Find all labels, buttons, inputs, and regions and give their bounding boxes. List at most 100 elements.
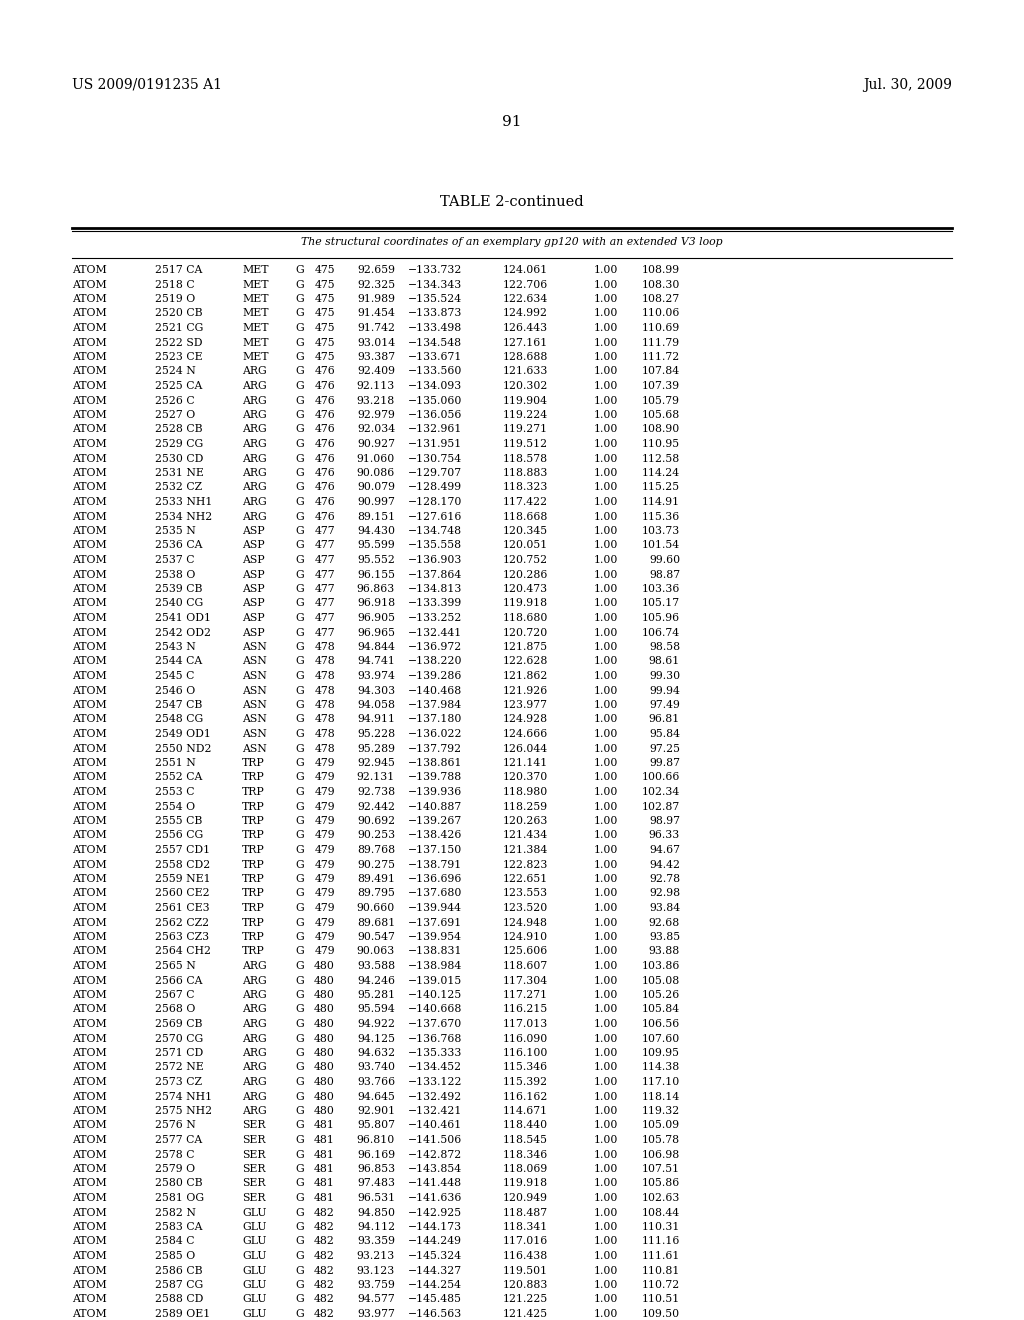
Text: ATOM: ATOM <box>72 338 106 347</box>
Text: 92.409: 92.409 <box>357 367 395 376</box>
Text: 117.422: 117.422 <box>503 498 548 507</box>
Text: 2552 CA: 2552 CA <box>155 772 203 783</box>
Text: TRP: TRP <box>242 830 265 841</box>
Text: 96.965: 96.965 <box>357 627 395 638</box>
Text: 1.00: 1.00 <box>594 425 618 434</box>
Text: GLU: GLU <box>242 1208 266 1217</box>
Text: 106.56: 106.56 <box>642 1019 680 1030</box>
Text: 102.87: 102.87 <box>642 801 680 812</box>
Text: US 2009/0191235 A1: US 2009/0191235 A1 <box>72 78 222 92</box>
Text: 118.259: 118.259 <box>503 801 548 812</box>
Text: −134.452: −134.452 <box>408 1063 462 1072</box>
Text: ASN: ASN <box>242 729 266 739</box>
Text: −139.954: −139.954 <box>408 932 462 942</box>
Text: SER: SER <box>242 1150 265 1159</box>
Text: TRP: TRP <box>242 946 265 957</box>
Text: 1.00: 1.00 <box>594 554 618 565</box>
Text: ATOM: ATOM <box>72 1150 106 1159</box>
Text: 124.666: 124.666 <box>503 729 548 739</box>
Text: 477: 477 <box>314 554 335 565</box>
Text: G: G <box>295 425 304 434</box>
Text: ATOM: ATOM <box>72 1193 106 1203</box>
Text: TRP: TRP <box>242 758 265 768</box>
Text: 93.759: 93.759 <box>357 1280 395 1290</box>
Text: ATOM: ATOM <box>72 309 106 318</box>
Text: 98.97: 98.97 <box>649 816 680 826</box>
Text: G: G <box>295 990 304 1001</box>
Text: MET: MET <box>242 280 268 289</box>
Text: 480: 480 <box>314 1019 335 1030</box>
Text: 2541 OD1: 2541 OD1 <box>155 612 211 623</box>
Text: G: G <box>295 816 304 826</box>
Text: G: G <box>295 1222 304 1232</box>
Text: ATOM: ATOM <box>72 1048 106 1059</box>
Text: 2553 C: 2553 C <box>155 787 195 797</box>
Text: 124.061: 124.061 <box>503 265 548 275</box>
Text: 97.49: 97.49 <box>649 700 680 710</box>
Text: 480: 480 <box>314 1034 335 1044</box>
Text: 105.08: 105.08 <box>642 975 680 986</box>
Text: 118.323: 118.323 <box>503 483 548 492</box>
Text: 478: 478 <box>314 656 335 667</box>
Text: 478: 478 <box>314 685 335 696</box>
Text: ATOM: ATOM <box>72 1063 106 1072</box>
Text: G: G <box>295 569 304 579</box>
Text: 477: 477 <box>314 598 335 609</box>
Text: 478: 478 <box>314 700 335 710</box>
Text: GLU: GLU <box>242 1309 266 1319</box>
Text: 1.00: 1.00 <box>594 946 618 957</box>
Text: 89.795: 89.795 <box>357 888 395 899</box>
Text: ATOM: ATOM <box>72 743 106 754</box>
Text: 117.271: 117.271 <box>503 990 548 1001</box>
Text: 95.807: 95.807 <box>357 1121 395 1130</box>
Text: ASP: ASP <box>242 583 264 594</box>
Text: 1.00: 1.00 <box>594 888 618 899</box>
Text: ARG: ARG <box>242 396 266 405</box>
Text: −129.707: −129.707 <box>408 469 462 478</box>
Text: G: G <box>295 440 304 449</box>
Text: ATOM: ATOM <box>72 830 106 841</box>
Text: 94.67: 94.67 <box>649 845 680 855</box>
Text: 2572 NE: 2572 NE <box>155 1063 204 1072</box>
Text: 1.00: 1.00 <box>594 1121 618 1130</box>
Text: 124.928: 124.928 <box>503 714 548 725</box>
Text: ASP: ASP <box>242 540 264 550</box>
Text: −143.854: −143.854 <box>408 1164 462 1173</box>
Text: 1.00: 1.00 <box>594 1135 618 1144</box>
Text: 107.84: 107.84 <box>642 367 680 376</box>
Text: 480: 480 <box>314 1092 335 1101</box>
Text: 2542 OD2: 2542 OD2 <box>155 627 211 638</box>
Text: 1.00: 1.00 <box>594 1280 618 1290</box>
Text: 2522 SD: 2522 SD <box>155 338 203 347</box>
Text: G: G <box>295 352 304 362</box>
Text: ATOM: ATOM <box>72 685 106 696</box>
Text: 2550 ND2: 2550 ND2 <box>155 743 212 754</box>
Text: ATOM: ATOM <box>72 1005 106 1015</box>
Text: 95.552: 95.552 <box>357 554 395 565</box>
Text: ARG: ARG <box>242 1019 266 1030</box>
Text: 477: 477 <box>314 627 335 638</box>
Text: 1.00: 1.00 <box>594 1309 618 1319</box>
Text: TRP: TRP <box>242 816 265 826</box>
Text: 1.00: 1.00 <box>594 1237 618 1246</box>
Text: ATOM: ATOM <box>72 656 106 667</box>
Text: 2536 CA: 2536 CA <box>155 540 203 550</box>
Text: −139.936: −139.936 <box>408 787 462 797</box>
Text: 126.443: 126.443 <box>503 323 548 333</box>
Text: 93.740: 93.740 <box>357 1063 395 1072</box>
Text: G: G <box>295 280 304 289</box>
Text: 119.501: 119.501 <box>503 1266 548 1275</box>
Text: 1.00: 1.00 <box>594 294 618 304</box>
Text: ARG: ARG <box>242 975 266 986</box>
Text: 2520 CB: 2520 CB <box>155 309 203 318</box>
Text: −133.671: −133.671 <box>408 352 462 362</box>
Text: 477: 477 <box>314 525 335 536</box>
Text: 124.948: 124.948 <box>503 917 548 928</box>
Text: 93.88: 93.88 <box>649 946 680 957</box>
Text: 1.00: 1.00 <box>594 483 618 492</box>
Text: 2573 CZ: 2573 CZ <box>155 1077 202 1086</box>
Text: 105.86: 105.86 <box>642 1179 680 1188</box>
Text: G: G <box>295 845 304 855</box>
Text: ARG: ARG <box>242 511 266 521</box>
Text: 476: 476 <box>314 511 335 521</box>
